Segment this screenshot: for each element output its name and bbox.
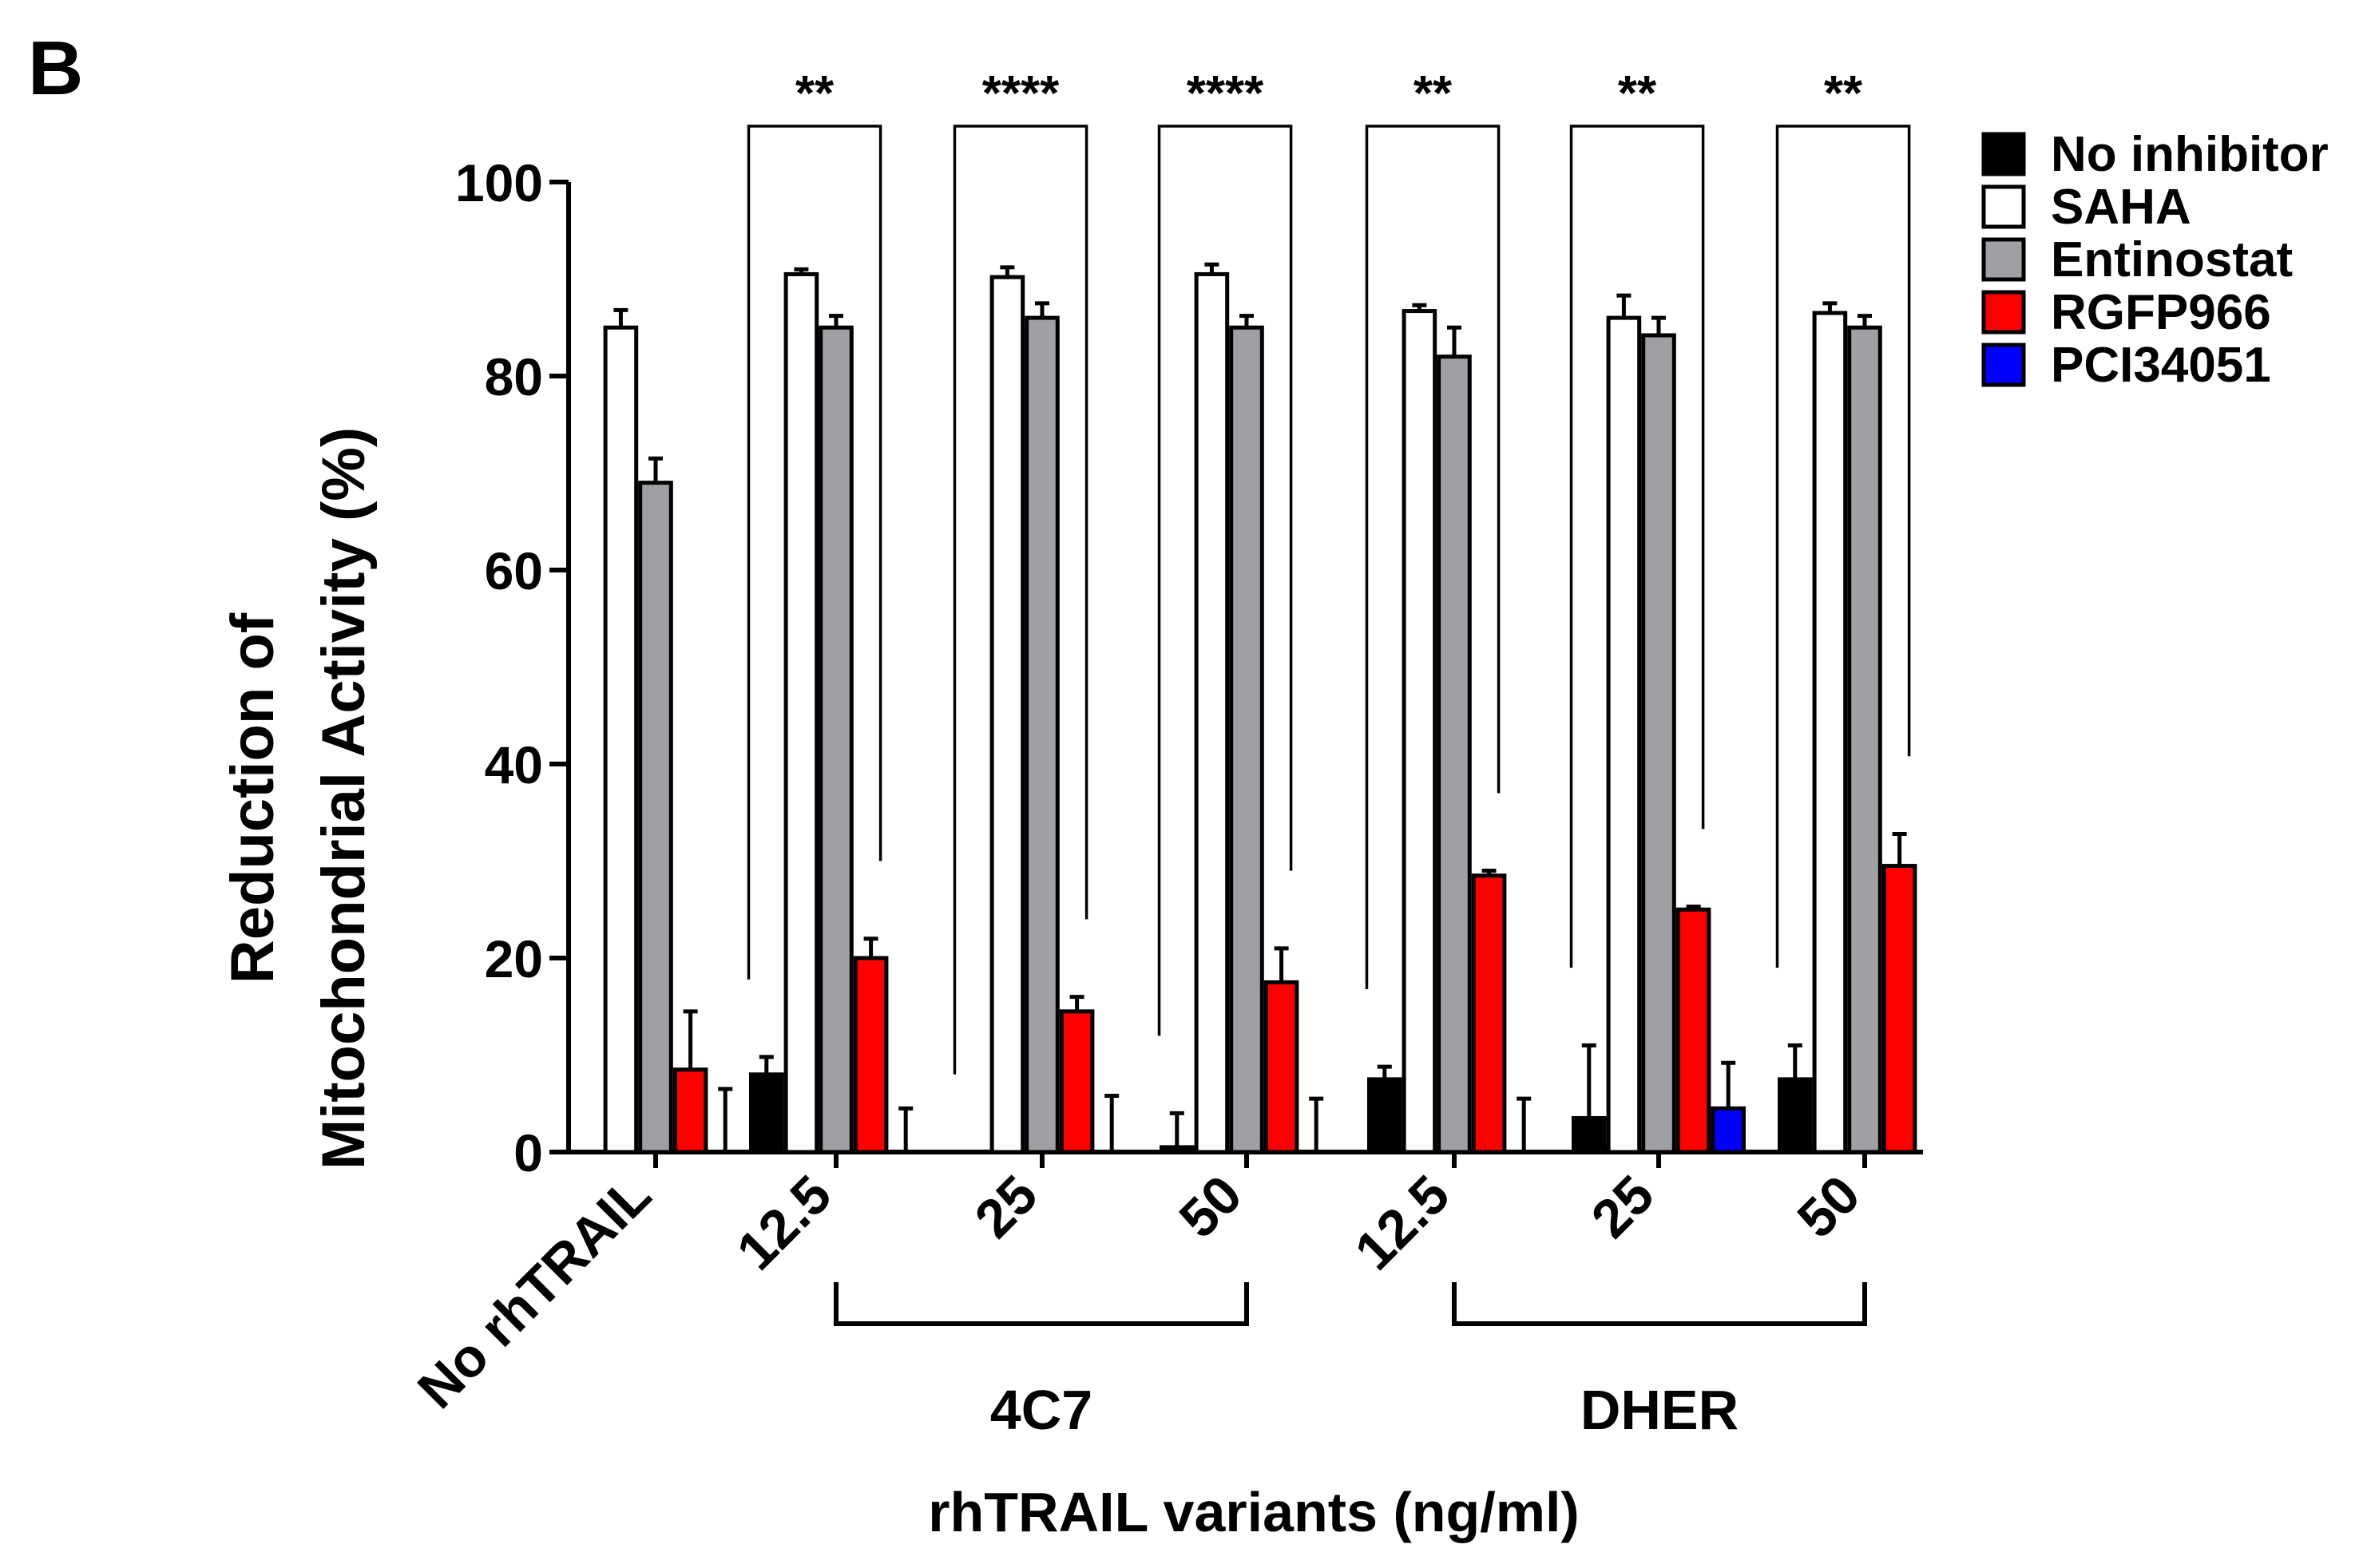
bar <box>1160 1145 1195 1154</box>
y-axis-label: Reduction of Mitochondrial Activity (%) <box>219 427 378 1170</box>
bar <box>1812 311 1848 1154</box>
legend-swatch <box>1981 237 2026 282</box>
significance-label: **** <box>1187 66 1264 121</box>
x-tick-label: 50 <box>1786 1164 1871 1249</box>
significance-bracket <box>1775 125 1911 968</box>
y-tick-label: 100 <box>455 153 543 212</box>
y-tick-label: 0 <box>513 1123 543 1182</box>
significance-label: ** <box>1824 66 1863 121</box>
legend-swatch <box>1981 290 2026 335</box>
bar <box>1059 1009 1095 1154</box>
bar <box>1229 325 1264 1154</box>
bar <box>989 275 1025 1154</box>
significance-label: ** <box>795 66 835 121</box>
significance-bracket <box>953 125 1088 1075</box>
bar <box>1194 271 1230 1154</box>
bars <box>603 271 1917 1168</box>
legend-label: No inhibitor <box>2051 127 2329 182</box>
x-tick-label: 25 <box>1580 1164 1665 1249</box>
legend-label: Entinostat <box>2051 232 2293 287</box>
bar <box>1711 1106 1746 1154</box>
significance-bracket <box>1569 125 1705 968</box>
y-tick-label: 20 <box>485 929 543 988</box>
x-tick-label: No rhTRAIL <box>406 1164 663 1420</box>
bar <box>638 481 673 1154</box>
x-axis-title: rhTRAIL variants (ng/ml) <box>928 1481 1579 1543</box>
legend-swatch <box>1981 132 2026 176</box>
group-bracket-label: 4C7 <box>990 1379 1092 1441</box>
bar <box>1641 333 1676 1154</box>
significance-label: **** <box>982 66 1060 121</box>
bar <box>1606 315 1642 1154</box>
bar <box>1402 309 1437 1154</box>
x-tick-label: 12.5 <box>1343 1164 1461 1281</box>
bar <box>1471 873 1507 1154</box>
significance-bracket <box>1365 125 1501 989</box>
bar <box>1367 1077 1402 1154</box>
significance-brackets: ** **** **** ** ** ** <box>747 66 1911 1075</box>
y-tick-label: 80 <box>485 347 543 406</box>
bar <box>1778 1077 1813 1154</box>
group-bracket <box>834 1282 1249 1326</box>
bar <box>1025 315 1060 1154</box>
bar <box>1847 325 1882 1154</box>
bar <box>603 325 639 1154</box>
bar <box>1881 864 1917 1154</box>
error-bars <box>613 262 1907 1152</box>
y-axis-label-line1: Reduction of <box>219 612 287 984</box>
bar <box>1675 907 1711 1154</box>
panel-label: B <box>28 26 83 111</box>
legend-label: RGFP966 <box>2051 285 2271 340</box>
group-bracket-label: DHER <box>1580 1379 1739 1441</box>
significance-label: ** <box>1618 66 1657 121</box>
legend: No inhibitorSAHAEntinostatRGFP966PCI3405… <box>1981 127 2329 393</box>
x-tick-label: 12.5 <box>725 1164 843 1281</box>
group-brackets: 4C7 DHER <box>834 1282 1867 1441</box>
bar <box>1437 354 1472 1154</box>
x-tick-label: 50 <box>1168 1164 1253 1249</box>
x-tick-label: 25 <box>963 1164 1049 1249</box>
bar <box>783 271 819 1154</box>
legend-swatch <box>1981 343 2026 387</box>
bar <box>749 1072 784 1154</box>
legend-swatch <box>1981 184 2026 229</box>
y-axis-label-line2: Mitochondrial Activity (%) <box>310 427 378 1170</box>
significance-bracket <box>747 125 882 980</box>
y-tick-label: 40 <box>485 735 543 794</box>
bar <box>672 1067 708 1154</box>
y-tick-label: 60 <box>485 541 543 600</box>
significance-label: ** <box>1413 66 1453 121</box>
group-bracket <box>1452 1282 1867 1326</box>
bar <box>1263 980 1299 1154</box>
significance-bracket <box>1157 125 1293 1036</box>
legend-label: SAHA <box>2051 180 2191 235</box>
bar <box>819 325 854 1154</box>
legend-label: PCI34051 <box>2051 338 2271 393</box>
bar <box>1572 1115 1607 1154</box>
bar <box>853 956 889 1154</box>
